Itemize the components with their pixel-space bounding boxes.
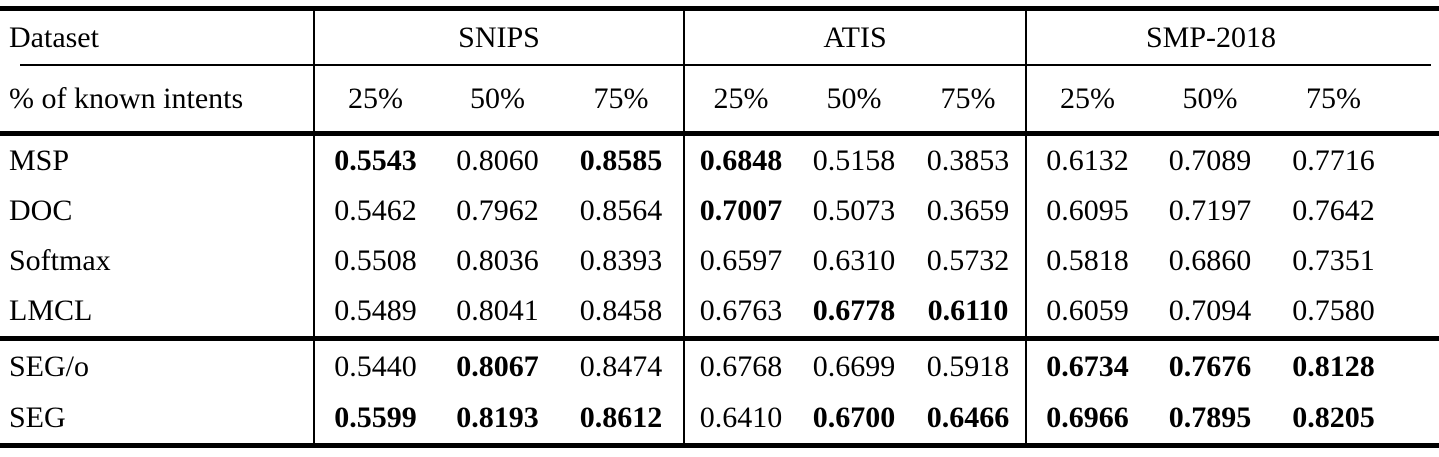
value-cell: 0.8193 [456,400,539,434]
col-header-atis-50: 50% [826,81,882,115]
value-cell: 0.7676 [1168,349,1252,383]
value-cell: 0.6768 [683,341,797,392]
value-cell: 0.7716 [1292,144,1375,177]
value-cell: 0.8036 [456,244,539,277]
value-cell: 0.8458 [579,294,663,327]
value-cell: 0.7580 [1292,294,1375,327]
value-cell: 0.5508 [313,236,436,286]
col-header-snips-25: 25% [313,66,436,131]
header-row-datasets: Dataset SNIPS ATIS SMP-2018 [0,11,1439,64]
row-label: MSP [9,144,70,177]
value-cell: 0.6763 [683,286,797,336]
value-cell: 0.3659 [926,194,1010,227]
value-cell: 0.6734 [1025,341,1148,392]
value-cell: 0.5158 [812,144,896,177]
table-row-lmcl: LMCL 0.5489 0.8041 0.8458 0.6763 0.6778 … [0,286,1439,336]
value-cell: 0.6848 [683,136,797,186]
value-cell: 0.6699 [812,349,896,383]
table-row-msp: MSP 0.5543 0.8060 0.8585 0.6848 0.5158 0… [0,136,1439,186]
value-cell: 0.6778 [812,294,896,327]
group-header-snips: SNIPS [313,11,683,64]
table-row-seg-o: SEG/o 0.5440 0.8067 0.8474 0.6768 0.6699… [0,341,1439,392]
value-cell: 0.8067 [456,349,539,383]
value-cell: 0.5918 [926,349,1010,383]
col-header-snips-75: 75% [593,81,649,115]
value-cell: 0.7895 [1168,400,1252,434]
bottom-rule [0,443,1439,448]
dataset-header-label: Dataset [9,20,99,54]
value-cell: 0.5440 [313,341,436,392]
section-rule [0,131,1439,136]
table-row-doc: DOC 0.5462 0.7962 0.8564 0.7007 0.5073 0… [0,186,1439,236]
row-label: SEG [9,400,66,434]
value-cell: 0.5543 [313,136,436,186]
header-divider-rule [20,64,1431,66]
value-cell: 0.8585 [579,144,663,177]
col-header-smp-50: 50% [1182,81,1238,115]
value-cell: 0.7089 [1168,144,1252,177]
table-row-softmax: Softmax 0.5508 0.8036 0.8393 0.6597 0.63… [0,236,1439,286]
value-cell: 0.6410 [683,392,797,443]
section-rule [0,336,1439,341]
value-cell: 0.6095 [1025,186,1148,236]
col-header-atis-75: 75% [940,81,996,115]
value-cell: 0.5599 [313,392,436,443]
value-cell: 0.6860 [1168,244,1252,277]
row-label: Softmax [9,244,111,277]
value-cell: 0.6110 [927,294,1009,327]
col-header-smp-75: 75% [1306,81,1361,115]
group-header-smp2018: SMP-2018 [1025,11,1395,64]
known-intents-label: % of known intents [9,81,244,115]
value-cell: 0.7197 [1168,194,1252,227]
header-row-percentages: % of known intents 25% 50% 75% 25% 50% 7… [0,66,1439,131]
col-header-snips-50: 50% [470,81,525,115]
value-cell: 0.5732 [926,244,1010,277]
value-cell: 0.8474 [579,349,663,383]
value-cell: 0.7094 [1168,294,1252,327]
value-cell: 0.8564 [579,194,663,227]
value-cell: 0.6597 [683,236,797,286]
value-cell: 0.6466 [926,400,1010,434]
value-cell: 0.3853 [926,144,1010,177]
value-cell: 0.5073 [812,194,896,227]
value-cell: 0.5818 [1025,236,1148,286]
value-cell: 0.6700 [812,400,896,434]
value-cell: 0.5462 [313,186,436,236]
value-cell: 0.8128 [1292,349,1375,383]
col-header-atis-25: 25% [683,66,797,131]
value-cell: 0.7351 [1292,244,1375,277]
value-cell: 0.6966 [1025,392,1148,443]
value-cell: 0.6310 [812,244,896,277]
value-cell: 0.6132 [1025,136,1148,186]
table-row-seg: SEG 0.5599 0.8193 0.8612 0.6410 0.6700 0… [0,392,1439,443]
row-label: SEG/o [9,349,90,383]
value-cell: 0.8041 [456,294,539,327]
value-cell: 0.7642 [1292,194,1375,227]
top-rule [0,6,1439,11]
value-cell: 0.7007 [683,186,797,236]
value-cell: 0.8612 [579,400,663,434]
row-label: DOC [9,194,73,227]
value-cell: 0.8393 [579,244,663,277]
value-cell: 0.5489 [313,286,436,336]
row-label: LMCL [9,294,93,327]
col-header-smp-25: 25% [1025,66,1148,131]
value-cell: 0.6059 [1025,286,1148,336]
value-cell: 0.8205 [1292,400,1375,434]
value-cell: 0.8060 [456,144,539,177]
value-cell: 0.7962 [456,194,539,227]
group-header-atis: ATIS [683,11,1025,64]
